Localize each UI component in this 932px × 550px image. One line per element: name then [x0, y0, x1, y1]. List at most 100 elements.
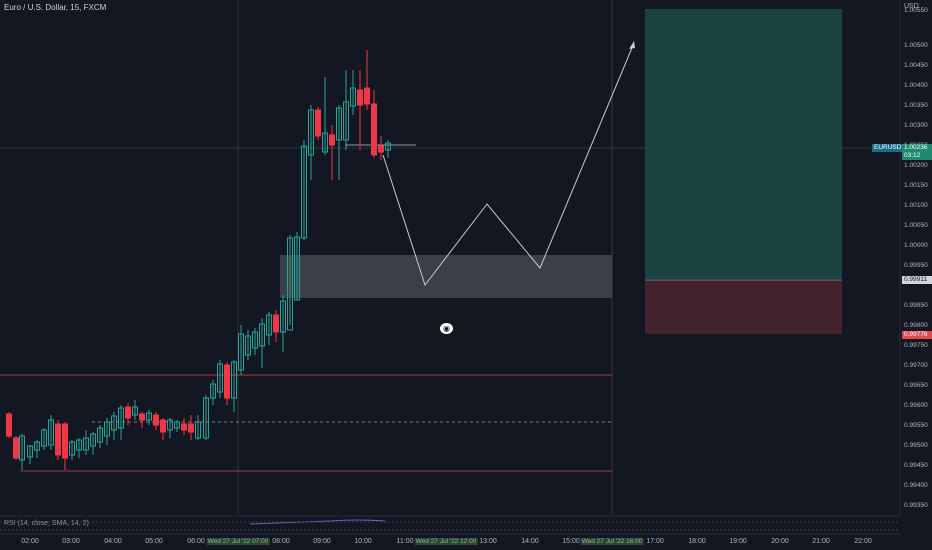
candle-body: [195, 421, 201, 439]
candle-body: [280, 300, 286, 333]
price-axis-label: 1.00400: [904, 82, 928, 89]
time-axis-highlight: Wed 27 Jul '22 16:00: [580, 538, 644, 545]
price-axis-label: 1.00500: [904, 42, 928, 49]
candle-body: [146, 412, 152, 421]
price-axis-label: 1.00300: [904, 122, 928, 129]
price-axis-label: 0.99750: [904, 342, 928, 349]
price-axis-label: 1.00550: [904, 7, 928, 14]
time-axis-label: 15:00: [562, 538, 580, 545]
candle-body: [273, 314, 279, 333]
candle-body: [322, 132, 328, 153]
rsi-indicator-label[interactable]: RSI (14, close, SMA, 14, 2): [4, 520, 89, 527]
candle-body: [287, 237, 293, 331]
candle-body: [69, 441, 75, 456]
price-axis-label: 1.00200: [904, 162, 928, 169]
candle-body: [118, 407, 124, 429]
candle-body: [167, 419, 173, 431]
candle-body: [252, 331, 258, 349]
candle-body: [210, 383, 216, 399]
candle-body: [104, 421, 110, 437]
projection-path: [382, 42, 635, 287]
candle-body: [238, 333, 244, 371]
time-axis-label: 09:00: [313, 538, 331, 545]
chart-title: Euro / U.S. Dollar, 15, FXCM: [4, 3, 107, 12]
price-axis-label: 0.99700: [904, 362, 928, 369]
time-axis-label: 21:00: [812, 538, 830, 545]
candle-body: [259, 323, 265, 347]
candle-body: [111, 415, 117, 431]
time-axis-highlight: Wed 27 Jul '22 12:00: [414, 538, 478, 545]
eye-icon[interactable]: ◉: [440, 323, 453, 334]
last-price-tag: 1.00236 03:12: [902, 144, 932, 160]
candle-body: [385, 142, 391, 151]
price-axis-label: 0.99600: [904, 402, 928, 409]
candle-body: [371, 103, 377, 156]
candle-body: [203, 397, 209, 439]
time-axis-label: 20:00: [771, 538, 789, 545]
candle-body: [55, 423, 61, 456]
time-axis-label: 05:00: [145, 538, 163, 545]
price-axis-label: 0.99500: [904, 442, 928, 449]
rsi-line: [249, 519, 386, 525]
currency-label: USD: [904, 3, 919, 10]
candle-body: [132, 406, 138, 416]
candle-body: [336, 107, 342, 141]
countdown: 03:12: [904, 152, 921, 159]
candle-body: [188, 423, 194, 433]
candle-body: [97, 427, 103, 443]
time-axis-highlight: Wed 27 Jul '22 07:00: [206, 538, 270, 545]
last-price: 1.00236: [904, 144, 928, 151]
time-axis-label: 06:00: [187, 538, 205, 545]
candle-body: [224, 364, 230, 399]
candle-body: [19, 435, 25, 461]
time-axis-label: 22:00: [854, 538, 872, 545]
candle-body: [48, 419, 54, 446]
candle-body: [62, 423, 68, 459]
loss-zone: [645, 280, 842, 334]
candle-body: [364, 87, 370, 105]
profit-zone: [645, 9, 842, 279]
time-axis-label: 13:00: [479, 538, 497, 545]
price-axis-label: 0.99550: [904, 422, 928, 429]
time-axis-label: 10:00: [354, 538, 372, 545]
price-axis-label: 0.99950: [904, 262, 928, 269]
candle-body: [6, 413, 12, 437]
time-axis-label: 14:00: [521, 538, 539, 545]
time-axis-label: 18:00: [688, 538, 706, 545]
candle-body: [266, 314, 272, 336]
price-axis-label: 0.99400: [904, 482, 928, 489]
price-axis-label: 0.99450: [904, 462, 928, 469]
candle-body: [139, 413, 145, 421]
stop-price-tag: 0.99776: [902, 331, 932, 339]
price-axis-label: 1.00350: [904, 102, 928, 109]
candle-body: [76, 439, 82, 451]
entry-price-tag: 0.99911: [902, 276, 932, 284]
price-axis-label: 1.00000: [904, 242, 928, 249]
candle-body: [217, 363, 223, 393]
time-axis-label: 03:00: [62, 538, 80, 545]
time-axis-label: 17:00: [646, 538, 664, 545]
price-axis-label: 0.99650: [904, 382, 928, 389]
candle-body: [294, 236, 300, 301]
price-axis-label: 0.99350: [904, 502, 928, 509]
price-axis-label: 0.99850: [904, 302, 928, 309]
price-axis-label: 1.00450: [904, 62, 928, 69]
candle-body: [83, 437, 89, 451]
candle-body: [27, 445, 33, 458]
candle-body: [153, 414, 159, 426]
candle-body: [231, 361, 237, 399]
demand-zone: [280, 255, 612, 298]
candle-body: [329, 134, 335, 146]
price-axis-label: 1.00150: [904, 182, 928, 189]
candle-body: [34, 441, 40, 451]
candle-body: [174, 421, 180, 429]
candle-body: [41, 429, 47, 447]
candle-body: [160, 419, 166, 433]
time-axis-label: 04:00: [104, 538, 122, 545]
candle-body: [245, 335, 251, 356]
candle-body: [301, 145, 307, 239]
candle-body: [357, 89, 363, 106]
time-axis-label: 11:00: [396, 538, 414, 545]
candle-body: [315, 109, 321, 137]
